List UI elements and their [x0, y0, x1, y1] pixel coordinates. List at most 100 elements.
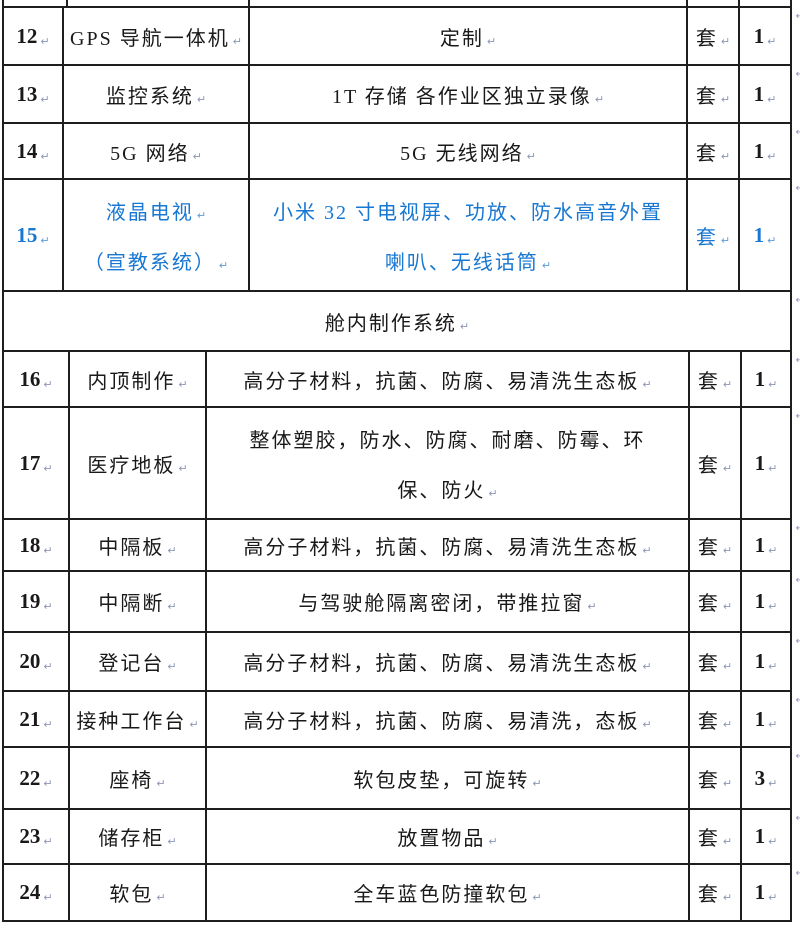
paragraph-mark-icon: ↵	[722, 891, 733, 904]
paragraph-mark-icon: ↵	[532, 891, 542, 904]
paragraph-mark-icon: ↵	[768, 891, 778, 904]
item-name-cell: 接种工作台 ↵	[70, 692, 207, 748]
paragraph-mark-icon: ↵	[722, 717, 733, 731]
unit-cell: 套 ↵	[690, 633, 742, 692]
unit-label: 套	[697, 536, 720, 559]
paragraph-mark-icon: ↵	[768, 835, 778, 848]
row-number-cell: 15 ↵	[4, 180, 64, 292]
paragraph-mark-icon: ↵	[156, 891, 166, 904]
unit-cell: 套 ↵	[690, 572, 742, 633]
row-number: 12	[16, 23, 38, 48]
item-name-cell: GPS 导航一体机 ↵	[64, 8, 250, 66]
item-name: 座椅	[109, 769, 154, 792]
row-number: 15	[16, 222, 38, 247]
unit-cell: 套 ↵	[690, 810, 742, 865]
row-number: 23	[19, 824, 41, 848]
item-spec: 5G 无线网络	[400, 142, 524, 165]
item-spec-line: 喇叭、无线话筒	[384, 251, 539, 274]
item-name: 软包	[109, 884, 154, 906]
item-spec-cell: 高分子材料，抗菌、防腐、易清洗生态板 ↵	[207, 520, 690, 572]
paragraph-mark-icon: ↵	[768, 461, 778, 475]
row-end-mark-icon: ↵	[795, 355, 800, 366]
table-row: 22 ↵ 座椅 ↵ 软包皮垫，可旋转 ↵ 套 ↵ 3 ↵ ↵	[4, 748, 800, 810]
row-number-cell: 13 ↵	[4, 66, 64, 124]
paragraph-mark-icon: ↵	[768, 717, 778, 731]
row-end-mark-icon: ↵	[795, 69, 800, 80]
item-name-cell: 内顶制作 ↵	[70, 352, 207, 408]
paragraph-mark-icon: ↵	[488, 486, 498, 500]
qty-value: 1	[754, 706, 766, 731]
unit-label: 套	[697, 828, 720, 850]
row-end-mark-icon: ↵	[795, 868, 800, 879]
item-name: 监控系统	[105, 85, 194, 108]
unit-label: 套	[697, 769, 720, 792]
paragraph-mark-icon: ↵	[189, 717, 199, 731]
paragraph-mark-icon: ↵	[192, 149, 202, 163]
item-spec: 放置物品	[397, 828, 486, 850]
qty-cell: 1 ↵	[740, 180, 792, 292]
qty-value: 1	[754, 366, 766, 391]
paragraph-mark-icon: ↵	[532, 776, 542, 790]
unit-cell: 套 ↵	[690, 692, 742, 748]
item-name-line: （宣教系统）	[83, 251, 216, 274]
qty-value: 1	[753, 23, 765, 48]
table-row: 19 ↵ 中隔断 ↵ 与驾驶舱隔离密闭，带推拉窗 ↵ 套 ↵ 1 ↵ ↵	[4, 572, 800, 633]
row-end-mark-icon: ↵	[795, 295, 800, 306]
row-end-mark-icon: ↵	[795, 183, 800, 194]
paragraph-mark-icon: ↵	[768, 776, 778, 790]
table-row: 12 ↵ GPS 导航一体机 ↵ 定制 ↵ 套 ↵ 1 ↵ ↵	[4, 8, 800, 66]
row-number: 17	[19, 450, 41, 475]
paragraph-mark-icon: ↵	[232, 34, 242, 48]
item-name-cell	[68, 0, 250, 8]
item-spec: 高分子材料，抗菌、防腐、易清洗，态板	[243, 710, 640, 733]
item-name-cell: 储存柜 ↵	[70, 810, 207, 865]
paragraph-mark-icon: ↵	[178, 461, 188, 475]
item-spec: 定制	[439, 27, 484, 50]
item-spec-cell: 软包皮垫，可旋转 ↵	[207, 748, 690, 810]
item-name: 内顶制作	[87, 370, 176, 393]
paragraph-mark-icon: ↵	[722, 660, 733, 673]
row-number: 24	[19, 880, 41, 904]
paragraph-mark-icon: ↵	[43, 600, 53, 613]
item-name-line: 液晶电视	[105, 201, 194, 224]
unit-label: 套	[697, 884, 720, 906]
paragraph-mark-icon: ↵	[587, 600, 597, 613]
row-number-cell: 17 ↵	[4, 408, 70, 520]
qty-cell: 3 ↵	[742, 748, 792, 810]
paragraph-mark-icon: ↵	[43, 776, 53, 790]
qty-cell: 1 ↵	[742, 692, 792, 748]
item-spec-cell: 1T 存储 各作业区独立录像 ↵	[250, 66, 688, 124]
item-spec-cell: 与驾驶舱隔离密闭，带推拉窗 ↵	[207, 572, 690, 633]
paragraph-mark-icon: ↵	[40, 233, 50, 247]
paragraph-mark-icon: ↵	[178, 377, 188, 391]
row-number: 13	[16, 81, 38, 106]
paragraph-mark-icon: ↵	[767, 149, 777, 163]
item-spec: 1T 存储 各作业区独立录像	[331, 85, 592, 108]
qty-cell: 1 ↵	[742, 633, 792, 692]
item-name: 医疗地板	[87, 454, 176, 477]
row-end-mark-icon: ↵	[795, 11, 800, 22]
item-name: 中隔板	[98, 536, 165, 559]
row-number: 14	[16, 138, 38, 163]
row-end-mark-icon: ↵	[795, 411, 800, 422]
paragraph-mark-icon: ↵	[167, 835, 177, 848]
section-header-cell: 舱内制作系统 ↵	[4, 292, 792, 352]
item-spec-cell: 高分子材料，抗菌、防腐、易清洗生态板 ↵	[207, 633, 690, 692]
paragraph-mark-icon: ↵	[167, 543, 177, 557]
item-name: 登记台	[98, 653, 165, 675]
qty-cell: 1 ↵	[742, 810, 792, 865]
qty-cell: 1 ↵	[740, 8, 792, 66]
qty-cell: 1 ↵	[742, 520, 792, 572]
unit-cell: 套 ↵	[690, 352, 742, 408]
paragraph-mark-icon: ↵	[768, 660, 778, 673]
paragraph-mark-icon: ↵	[768, 377, 778, 391]
unit-label: 套	[697, 710, 720, 733]
paragraph-mark-icon: ↵	[720, 149, 731, 163]
paragraph-mark-icon: ↵	[720, 34, 731, 48]
item-spec: 软包皮垫，可旋转	[353, 769, 530, 792]
paragraph-mark-icon: ↵	[40, 92, 50, 106]
item-spec-cell: 整体塑胶，防水、防腐、耐磨、防霉、环 保、防火 ↵	[207, 408, 690, 520]
paragraph-mark-icon: ↵	[642, 377, 652, 391]
table-row: 24 ↵ 软包 ↵ 全车蓝色防撞软包 ↵ 套 ↵ 1 ↵ ↵	[4, 865, 800, 922]
